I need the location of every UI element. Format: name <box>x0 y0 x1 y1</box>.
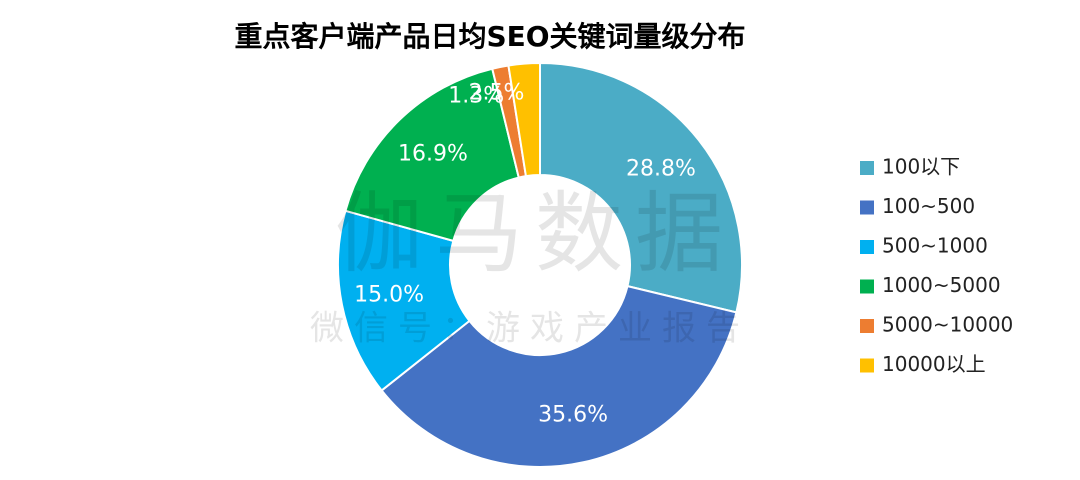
watermark: 伽马数据 <box>335 182 735 285</box>
legend-swatch <box>860 161 874 175</box>
slice <box>380 284 738 468</box>
slice <box>344 67 520 243</box>
legend-swatch <box>860 240 874 254</box>
data-label: 2.5% <box>469 81 525 106</box>
legend-swatch <box>860 279 874 294</box>
data-label: 28.8% <box>626 157 696 182</box>
data-label: 15.0% <box>354 282 424 307</box>
data-label: 16.9% <box>398 141 468 166</box>
legend-label: 10000以上 <box>882 352 986 376</box>
legend-label: 5000~10000 <box>882 313 1013 337</box>
slice <box>507 61 541 178</box>
legend-label: 100以下 <box>882 155 960 179</box>
donut <box>337 61 743 468</box>
legend-label: 100~500 <box>882 194 975 218</box>
chart-title: 重点客户端产品日均SEO关键词量级分布 <box>234 20 745 53</box>
slice <box>539 61 743 314</box>
legend-swatch <box>860 319 874 333</box>
legend-swatch <box>860 358 874 373</box>
data-label: 35.6% <box>538 402 608 427</box>
legend-swatch <box>860 200 874 215</box>
slice <box>337 209 471 392</box>
watermark-sub: 微信号：游戏产业报告 <box>310 309 750 349</box>
legend-label: 500~1000 <box>882 234 988 258</box>
data-label: 1.3% <box>448 83 504 108</box>
legend-label: 1000~5000 <box>882 273 1001 297</box>
